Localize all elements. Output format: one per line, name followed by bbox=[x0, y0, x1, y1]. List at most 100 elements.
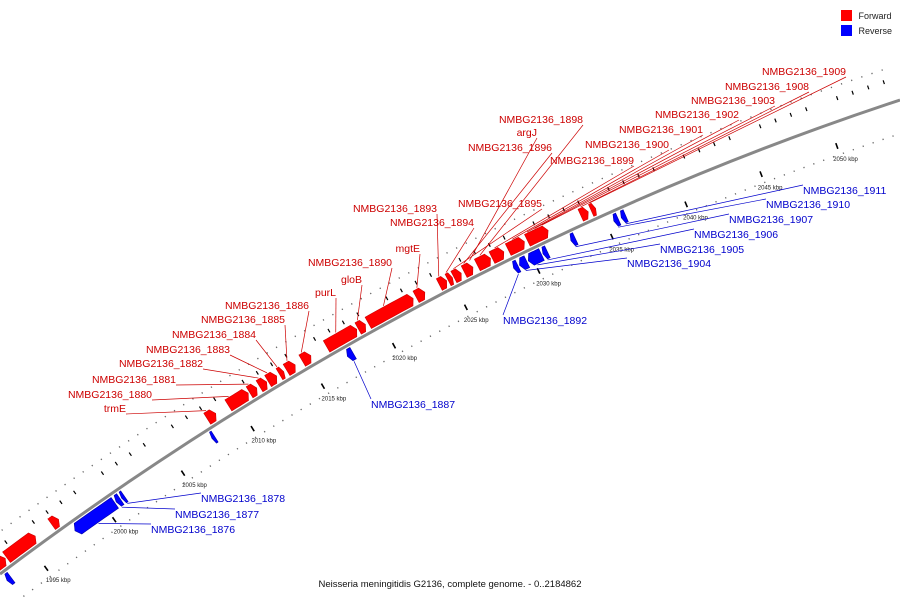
legend-reverse: Reverse bbox=[841, 23, 892, 38]
forward-gene[interactable] bbox=[322, 325, 358, 353]
forward-gene-label[interactable]: NMBG2136_1886 bbox=[225, 300, 309, 312]
forward-gene[interactable] bbox=[450, 268, 462, 284]
forward-gene[interactable] bbox=[435, 276, 448, 291]
track-dot bbox=[346, 381, 348, 384]
track-dot bbox=[200, 470, 203, 473]
track-dot bbox=[369, 292, 372, 295]
forward-gene[interactable] bbox=[473, 253, 491, 272]
forward-gene-label[interactable]: NMBG2136_1898 bbox=[499, 114, 583, 126]
forward-gene[interactable] bbox=[524, 225, 549, 247]
reverse-gene-label[interactable]: NMBG2136_1877 bbox=[175, 509, 259, 521]
forward-gene-label[interactable]: NMBG2136_1903 bbox=[691, 95, 775, 107]
reverse-gene[interactable] bbox=[113, 493, 125, 507]
forward-gene[interactable] bbox=[354, 320, 367, 335]
forward-gene-label[interactable]: NMBG2136_1880 bbox=[68, 389, 152, 401]
reverse-gene[interactable] bbox=[4, 571, 16, 585]
scale-tick-label: 2050 kbp bbox=[833, 157, 858, 163]
minor-tick bbox=[270, 362, 274, 367]
forward-gene-label[interactable]: NMBG2136_1881 bbox=[92, 374, 176, 386]
minor-tick bbox=[473, 250, 477, 255]
reverse-gene[interactable] bbox=[519, 255, 531, 270]
forward-gene-label[interactable]: NMBG2136_1890 bbox=[308, 257, 392, 269]
reverse-gene-label[interactable]: NMBG2136_1910 bbox=[766, 199, 850, 211]
reverse-gene[interactable] bbox=[209, 430, 219, 444]
forward-gene-label[interactable]: NMBG2136_1894 bbox=[390, 217, 474, 229]
forward-gene-label[interactable]: NMBG2136_1900 bbox=[585, 139, 669, 151]
forward-gene-label[interactable]: NMBG2136_1893 bbox=[353, 203, 437, 215]
reverse-gene[interactable] bbox=[527, 248, 545, 266]
track-dot bbox=[513, 218, 516, 221]
reverse-gene-label[interactable]: NMBG2136_1876 bbox=[151, 524, 235, 536]
forward-gene-label[interactable]: argJ bbox=[517, 127, 537, 139]
track-dot bbox=[266, 352, 269, 354]
reverse-gene[interactable] bbox=[569, 232, 579, 247]
track-dot bbox=[136, 433, 139, 436]
forward-gene[interactable] bbox=[245, 383, 258, 399]
forward-gene[interactable] bbox=[412, 287, 426, 303]
forward-gene[interactable] bbox=[0, 555, 7, 571]
minor-tick bbox=[100, 471, 105, 476]
reverse-gene[interactable] bbox=[346, 347, 357, 362]
reverse-gene-label[interactable]: NMBG2136_1878 bbox=[201, 493, 285, 505]
reverse-gene[interactable] bbox=[118, 490, 129, 504]
forward-gene[interactable] bbox=[364, 293, 414, 329]
forward-gene[interactable] bbox=[224, 389, 249, 412]
legend-forward: Forward bbox=[841, 8, 892, 23]
forward-gene[interactable] bbox=[282, 360, 296, 376]
forward-gene[interactable] bbox=[577, 206, 589, 222]
forward-gene-label[interactable]: NMBG2136_1883 bbox=[146, 344, 230, 356]
forward-gene[interactable] bbox=[460, 262, 474, 278]
forward-gene-label[interactable]: NMBG2136_1885 bbox=[201, 314, 285, 326]
reverse-gene[interactable] bbox=[541, 245, 551, 260]
reverse-gene-label[interactable]: NMBG2136_1904 bbox=[627, 258, 711, 270]
reverse-gene[interactable] bbox=[73, 497, 119, 535]
backbone-line bbox=[0, 98, 900, 576]
reverse-gene-label[interactable]: NMBG2136_1906 bbox=[694, 229, 778, 241]
reverse-swatch bbox=[841, 25, 853, 36]
track-dot bbox=[254, 436, 257, 439]
forward-gene[interactable] bbox=[275, 366, 286, 381]
reverse-label-leader bbox=[525, 257, 628, 271]
scale-tick-label: 2045 kbp bbox=[758, 185, 783, 191]
track-dot bbox=[209, 465, 212, 467]
forward-gene[interactable] bbox=[264, 371, 278, 388]
reverse-gene-label[interactable]: NMBG2136_1907 bbox=[729, 214, 813, 226]
forward-gene[interactable] bbox=[488, 247, 505, 264]
scale-tick bbox=[180, 470, 186, 477]
reverse-gene[interactable] bbox=[620, 209, 629, 224]
forward-gene[interactable] bbox=[2, 532, 37, 563]
forward-gene[interactable] bbox=[47, 515, 60, 530]
forward-gene[interactable] bbox=[444, 272, 455, 287]
forward-gene-label[interactable]: NMBG2136_1909 bbox=[762, 66, 846, 78]
track-dot bbox=[201, 392, 204, 394]
scale-tick-label: 2015 kbp bbox=[322, 396, 347, 402]
reverse-gene-label[interactable]: NMBG2136_1887 bbox=[371, 399, 455, 411]
forward-gene-label[interactable]: mgtE bbox=[395, 243, 420, 255]
reverse-gene-label[interactable]: NMBG2136_1911 bbox=[803, 185, 886, 197]
forward-gene[interactable] bbox=[588, 202, 597, 217]
track-dot bbox=[300, 408, 303, 411]
forward-gene-label[interactable]: trmE bbox=[104, 403, 126, 415]
forward-gene-label[interactable]: NMBG2136_1882 bbox=[119, 358, 203, 370]
reverse-gene-label[interactable]: NMBG2136_1892 bbox=[503, 315, 587, 327]
forward-gene-label[interactable]: NMBG2136_1884 bbox=[172, 329, 256, 341]
forward-gene[interactable] bbox=[298, 351, 312, 367]
forward-gene-label[interactable]: NMBG2136_1899 bbox=[550, 155, 634, 167]
reverse-gene-label[interactable]: NMBG2136_1905 bbox=[660, 244, 744, 256]
forward-gene[interactable] bbox=[504, 237, 525, 256]
forward-gene[interactable] bbox=[255, 377, 268, 393]
forward-gene[interactable] bbox=[203, 409, 217, 425]
reverse-gene[interactable] bbox=[512, 259, 522, 274]
forward-gene-label[interactable]: purL bbox=[315, 287, 336, 299]
forward-gene-label[interactable]: NMBG2136_1908 bbox=[725, 81, 809, 93]
track-dot bbox=[392, 355, 395, 358]
forward-gene-label[interactable]: NMBG2136_1901 bbox=[619, 124, 703, 136]
forward-gene-label[interactable]: NMBG2136_1896 bbox=[468, 142, 552, 154]
forward-gene-label[interactable]: NMBG2136_1902 bbox=[655, 109, 739, 121]
reverse-gene[interactable] bbox=[612, 212, 622, 227]
reverse-label-leader bbox=[502, 273, 519, 316]
track-dot bbox=[341, 308, 344, 311]
track-dot bbox=[313, 324, 315, 327]
forward-gene-label[interactable]: NMBG2136_1895 bbox=[458, 198, 542, 210]
forward-gene-label[interactable]: gloB bbox=[341, 274, 362, 286]
